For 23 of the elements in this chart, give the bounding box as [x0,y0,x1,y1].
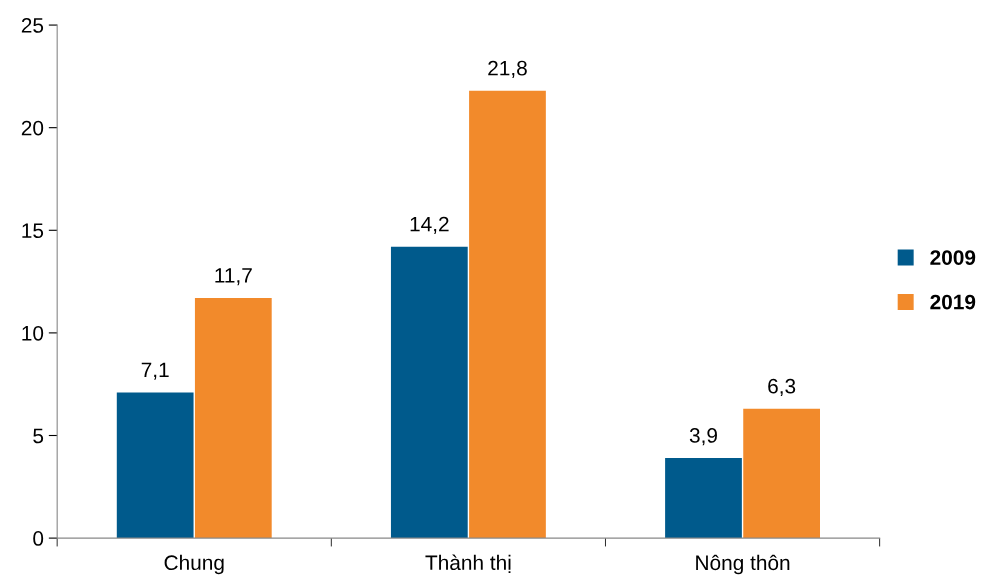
y-tick-label: 10 [22,325,44,341]
data-label: 21,8 [488,60,527,78]
y-tick-label: 5 [33,428,44,444]
data-label: 6,3 [768,378,796,397]
bar [743,408,820,539]
data-label: 14,2 [410,216,449,234]
x-tick-label: Thành thị [425,554,511,574]
bar [116,392,194,539]
y-tick-label: 25 [21,18,44,33]
y-tick-label: 15 [22,223,44,239]
data-label: 11,7 [215,268,252,286]
bar [469,90,546,539]
data-label: 3,9 [689,428,717,446]
bar [390,246,468,539]
data-label: 7,1 [141,362,169,380]
bar [665,458,742,539]
y-tick-label: 20 [21,120,44,136]
bar [194,298,272,539]
legend-label: 2009 [930,250,976,265]
legend-label: 2019 [930,294,976,310]
x-tick-label: Chung [164,554,224,575]
y-tick-label: 0 [33,531,44,546]
x-tick-label: Nông thôn [696,554,790,575]
